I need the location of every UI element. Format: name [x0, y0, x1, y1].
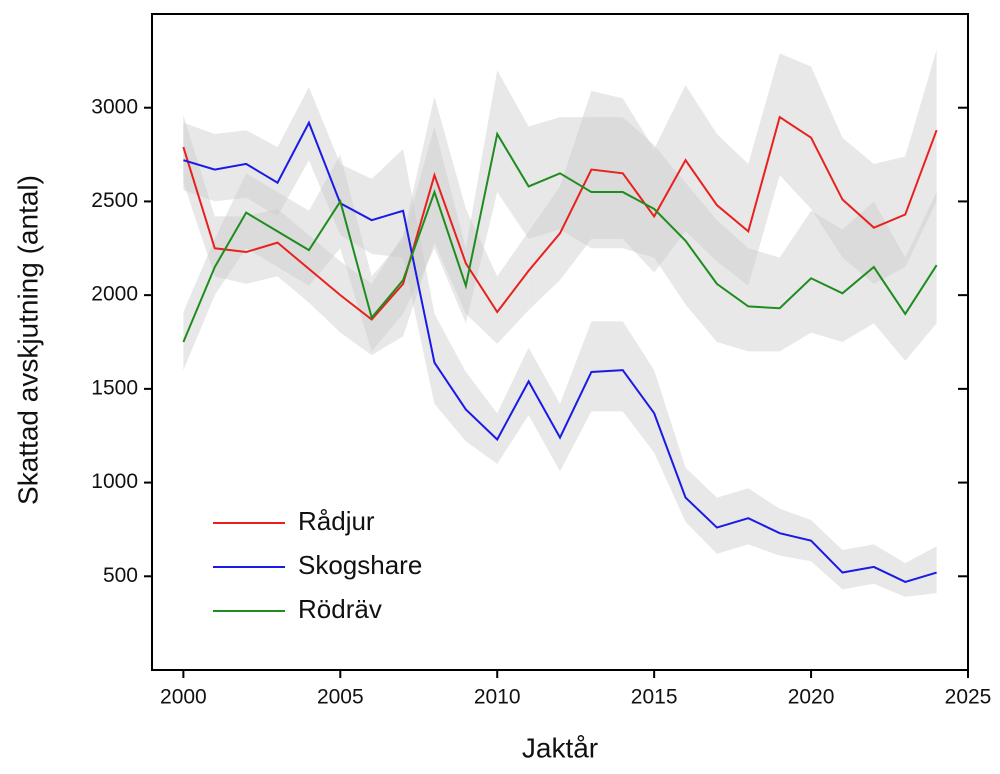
confidence-band	[811, 210, 843, 342]
legend-label: Skogshare	[298, 550, 422, 580]
confidence-band	[434, 313, 466, 442]
y-tick-label: 2000	[91, 283, 138, 306]
plot-frame	[151, 13, 969, 671]
x-tick-label: 2000	[160, 686, 207, 709]
confidence-band	[403, 148, 435, 404]
confidence-band	[591, 321, 623, 412]
confidence-band	[622, 117, 655, 258]
y-tick-label: 1500	[91, 376, 138, 399]
confidence-band	[371, 148, 404, 258]
x-tick-label: 2010	[474, 686, 521, 709]
confidence-band	[905, 49, 937, 268]
confidence-band	[779, 53, 812, 209]
confidence-band	[465, 208, 498, 344]
confidence-band	[654, 85, 686, 273]
confidence-band	[308, 154, 341, 286]
confidence-band	[497, 231, 529, 344]
confidence-band	[528, 186, 560, 311]
confidence-band	[622, 321, 655, 453]
x-tick-label: 2005	[317, 686, 364, 709]
confidence-band	[842, 201, 874, 342]
confidence-band	[811, 520, 843, 590]
confidence-band	[246, 173, 278, 268]
confidence-band	[716, 488, 749, 554]
confidence-band	[591, 90, 623, 239]
x-axis-label: Jaktår	[522, 732, 598, 763]
confidence-band	[779, 508, 812, 562]
confidence-band	[560, 321, 592, 472]
confidence-band	[371, 238, 404, 352]
confidence-band	[811, 66, 843, 258]
y-tick-label: 500	[103, 564, 138, 587]
confidence-band	[716, 133, 749, 286]
confidence-band	[716, 220, 749, 352]
confidence-band	[465, 70, 498, 324]
confidence-band	[685, 85, 717, 262]
confidence-band	[748, 248, 780, 352]
confidence-band	[842, 137, 874, 284]
x-tick-label: 2020	[788, 686, 835, 709]
y-tick-label: 1000	[91, 470, 138, 493]
confidence-band	[497, 347, 529, 464]
y-axis-label: Skattad avskjutning (antal)	[12, 175, 43, 505]
confidence-band	[497, 70, 529, 239]
confidence-band	[842, 544, 874, 590]
confidence-band	[403, 96, 435, 337]
confidence-band	[434, 126, 466, 324]
confidence-band	[591, 117, 623, 249]
confidence-band	[308, 235, 341, 333]
confidence-band	[873, 544, 906, 597]
legend-label: Rådjur	[298, 506, 375, 536]
confidence-band	[685, 467, 717, 554]
confidence-band	[465, 371, 498, 464]
confidence-band	[748, 53, 780, 286]
confidence-band	[183, 122, 215, 202]
confidence-band	[748, 488, 780, 556]
x-tick-label: 2025	[945, 686, 992, 709]
confidence-band	[905, 546, 937, 597]
confidence-band	[403, 126, 435, 314]
confidence-band	[214, 173, 247, 296]
confidence-band	[654, 370, 686, 522]
confidence-band	[560, 90, 592, 281]
series-line	[182, 131, 938, 343]
x-tick-label: 2015	[631, 686, 678, 709]
confidence-band	[340, 154, 372, 352]
confidence-band	[779, 210, 812, 352]
series-line	[182, 115, 938, 321]
confidence-band	[528, 117, 560, 239]
y-tick-label: 3000	[91, 95, 138, 118]
confidence-band	[905, 192, 937, 361]
legend-label: Rödräv	[298, 594, 382, 624]
confidence-band	[873, 201, 906, 361]
confidence-band	[371, 235, 404, 356]
confidence-band	[622, 98, 655, 273]
series-line	[183, 120, 937, 583]
y-tick-label: 2500	[91, 189, 138, 212]
